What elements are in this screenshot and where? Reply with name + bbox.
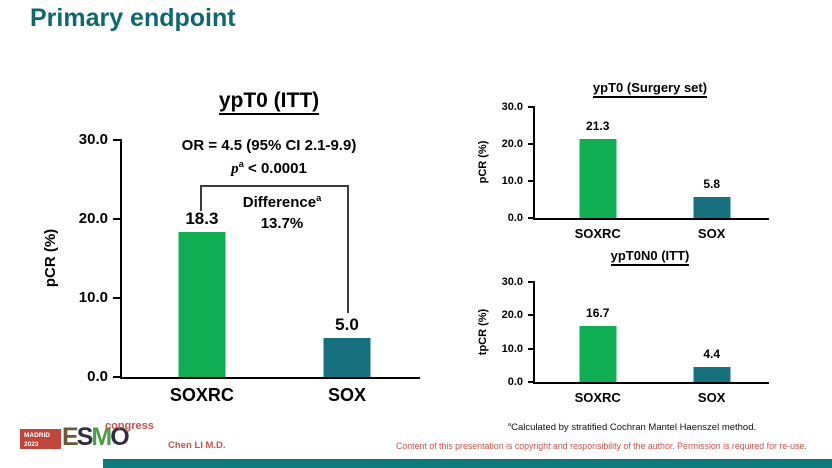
y-tick-label: 20.0 (78, 210, 108, 227)
y-tick-label: 10.0 (501, 342, 523, 355)
comparison-bracket-left (200, 185, 202, 211)
y-tick-mark (528, 143, 535, 145)
y-tick-label: 10.0 (78, 289, 108, 306)
bar-sox (323, 337, 371, 377)
bar-sox (693, 367, 731, 382)
y-tick-mark (528, 314, 535, 317)
x-axis-label-soxrc: SOXRC (574, 390, 621, 405)
bar-soxrc (579, 139, 617, 218)
bar-soxrc (579, 326, 617, 382)
esmo-wordmark: ESMO (62, 423, 130, 451)
y-axis-title: tpCR (%) (477, 308, 489, 356)
x-axis-label-sox: SOX (327, 385, 366, 405)
y-axis-title: pCR (%) (42, 228, 59, 288)
author-credit: Chen LI M.D. (168, 440, 226, 451)
chart-title: ypT0 (Surgery set) (533, 80, 767, 98)
y-tick-mark (113, 139, 122, 141)
difference-label: Differencea (242, 193, 322, 211)
odds-ratio-annotation: OR = 4.5 (95% CI 2.1-9.9) (181, 137, 357, 154)
p-value-annotation: pa < 0.0001 (231, 159, 307, 177)
y-tick-label: 30.0 (78, 131, 108, 148)
esmo-congress-logo: MADRID 2023 ESMO congress (20, 420, 154, 453)
y-tick-mark (113, 218, 122, 220)
y-tick-label: 10.0 (501, 175, 523, 187)
bar-value-label: 5.8 (703, 176, 720, 191)
bar-sox (693, 196, 731, 218)
bar-value-label: 18.3 (185, 209, 219, 229)
congress-label: congress (105, 420, 154, 432)
bar-soxrc (178, 232, 226, 377)
plot-area: 0.0 10.0 20.0 30.0 16.7 SOXRC 4.4 SOX (502, 276, 769, 405)
x-axis-label-sox: SOX (697, 226, 726, 241)
y-tick-label: 0.0 (507, 212, 523, 224)
y-tick-label: 30.0 (501, 276, 523, 288)
y-tick-mark (528, 281, 535, 283)
copyright-notice: Content of this presentation is copyrigh… (396, 441, 807, 451)
chart-title: ypT0N0 (ITT) (533, 248, 767, 266)
logo-year: 2023 (24, 440, 39, 448)
y-tick-mark (528, 217, 535, 219)
x-axis-label-sox: SOX (697, 390, 726, 405)
y-tick-mark (113, 297, 122, 299)
y-tick-mark (528, 106, 535, 108)
chart-ypt0-surgery-set: ypT0 (Surgery set) pCR (%) 0.0 10.0 20.0 30… (472, 78, 792, 246)
y-tick-label: 0.0 (87, 368, 108, 385)
comparison-bracket-top (200, 185, 349, 187)
plot-area: 0.0 10.0 20.0 30.0 18.3 SOXRC 5.0 SOX (79, 131, 420, 405)
bar-value-label: 16.7 (586, 306, 610, 321)
y-tick-mark (528, 381, 535, 383)
bar-value-label: 4.4 (703, 347, 720, 362)
y-tick-label: 20.0 (501, 309, 523, 322)
y-tick-mark (113, 376, 122, 378)
x-axis-label-soxrc: SOXRC (169, 385, 234, 405)
statistical-method-footnote: aCalculated by stratified Cochran Mantel… (507, 422, 757, 434)
difference-value: 13.7% (260, 215, 304, 232)
bottom-accent-bar (103, 459, 832, 468)
y-tick-label: 30.0 (501, 101, 523, 113)
y-tick-mark (528, 180, 535, 182)
logo-city: MADRID (24, 432, 50, 439)
page-title: Primary endpoint (30, 4, 236, 32)
y-tick-label: 0.0 (507, 376, 523, 388)
chart-ypt0-itt: ypT0 (ITT) pCR (%) OR = 4.5 (95% CI 2.1-… (38, 85, 458, 430)
y-tick-mark (528, 347, 535, 350)
chart-title: ypT0 (ITT) (120, 89, 418, 115)
plot-area: 0.0 10.0 20.0 30.0 21.3 SOXRC 5.8 SOX (502, 101, 769, 241)
x-axis-label-soxrc: SOXRC (574, 226, 621, 241)
y-axis-title: pCR (%) (477, 140, 489, 184)
comparison-bracket-right (347, 185, 349, 313)
madrid-2023-badge: MADRID 2023 (20, 429, 61, 449)
bar-value-label: 21.3 (586, 119, 610, 134)
chart-ypt0n0-itt: ypT0N0 (ITT) tpCR (%) 0.0 10.0 20.0 30.0 16.… (472, 246, 792, 441)
bar-value-label: 5.0 (335, 314, 359, 334)
y-tick-label: 20.0 (501, 138, 523, 150)
